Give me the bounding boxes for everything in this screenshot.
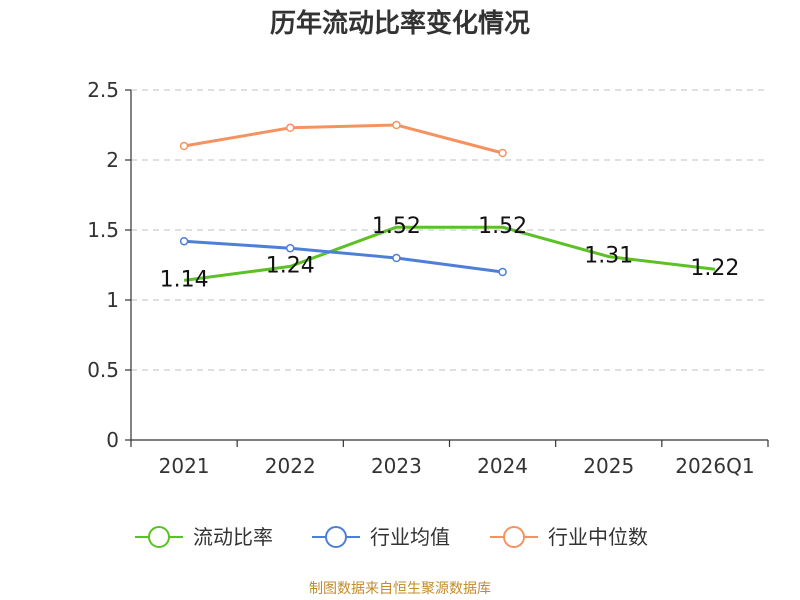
- data-point: [498, 267, 507, 277]
- data-label: 1.31: [584, 244, 633, 269]
- data-point: [392, 253, 401, 263]
- y-tick-label: 1: [106, 288, 119, 312]
- data-point: [286, 123, 295, 133]
- source-note: 制图数据来自恒生聚源数据库: [309, 581, 491, 597]
- legend-marker-1: [148, 526, 170, 548]
- data-point: [392, 120, 401, 130]
- x-tick-label: 2025: [583, 454, 634, 478]
- data-label: 1.52: [372, 214, 421, 239]
- y-tick-label: 0.5: [87, 358, 119, 382]
- legend-label-3: 行业中位数: [548, 525, 648, 549]
- series-points: [179, 120, 507, 277]
- y-tick-label: 1.5: [87, 218, 119, 242]
- data-point: [179, 141, 189, 151]
- data-point: [179, 236, 189, 246]
- data-point: [286, 243, 295, 253]
- x-tick-label: 2022: [265, 454, 316, 478]
- x-tick-label: 2026Q1: [675, 454, 754, 478]
- y-tick-label: 2: [106, 148, 119, 172]
- legend-label-1: 流动比率: [193, 525, 273, 549]
- legend-marker-2: [325, 526, 347, 548]
- data-point: [498, 148, 507, 158]
- legend-label-2: 行业均值: [370, 525, 450, 549]
- gridlines: [131, 89, 768, 371]
- series-lines: [183, 123, 716, 282]
- data-label: 1.52: [478, 214, 527, 239]
- x-tick-label: 2024: [477, 454, 528, 478]
- y-tick-label: 0: [106, 428, 119, 452]
- y-tick-label: 2.5: [87, 78, 119, 102]
- data-label: 1.14: [160, 267, 209, 292]
- legend: 流动比率 行业均值 行业中位数: [135, 525, 648, 549]
- chart-title: 历年流动比率变化情况: [269, 9, 530, 39]
- x-tick-label: 2023: [371, 454, 422, 478]
- x-tick-label: 2021: [159, 454, 210, 478]
- series-line-1: [183, 225, 716, 282]
- legend-marker-3: [503, 526, 525, 548]
- series-line-3: [183, 123, 503, 155]
- series-line-2: [183, 239, 503, 274]
- data-label: 1.22: [690, 256, 739, 281]
- data-labels: 1.14 1.24 1.52 1.52 1.31 1.22: [160, 214, 740, 292]
- data-label: 1.24: [266, 253, 315, 278]
